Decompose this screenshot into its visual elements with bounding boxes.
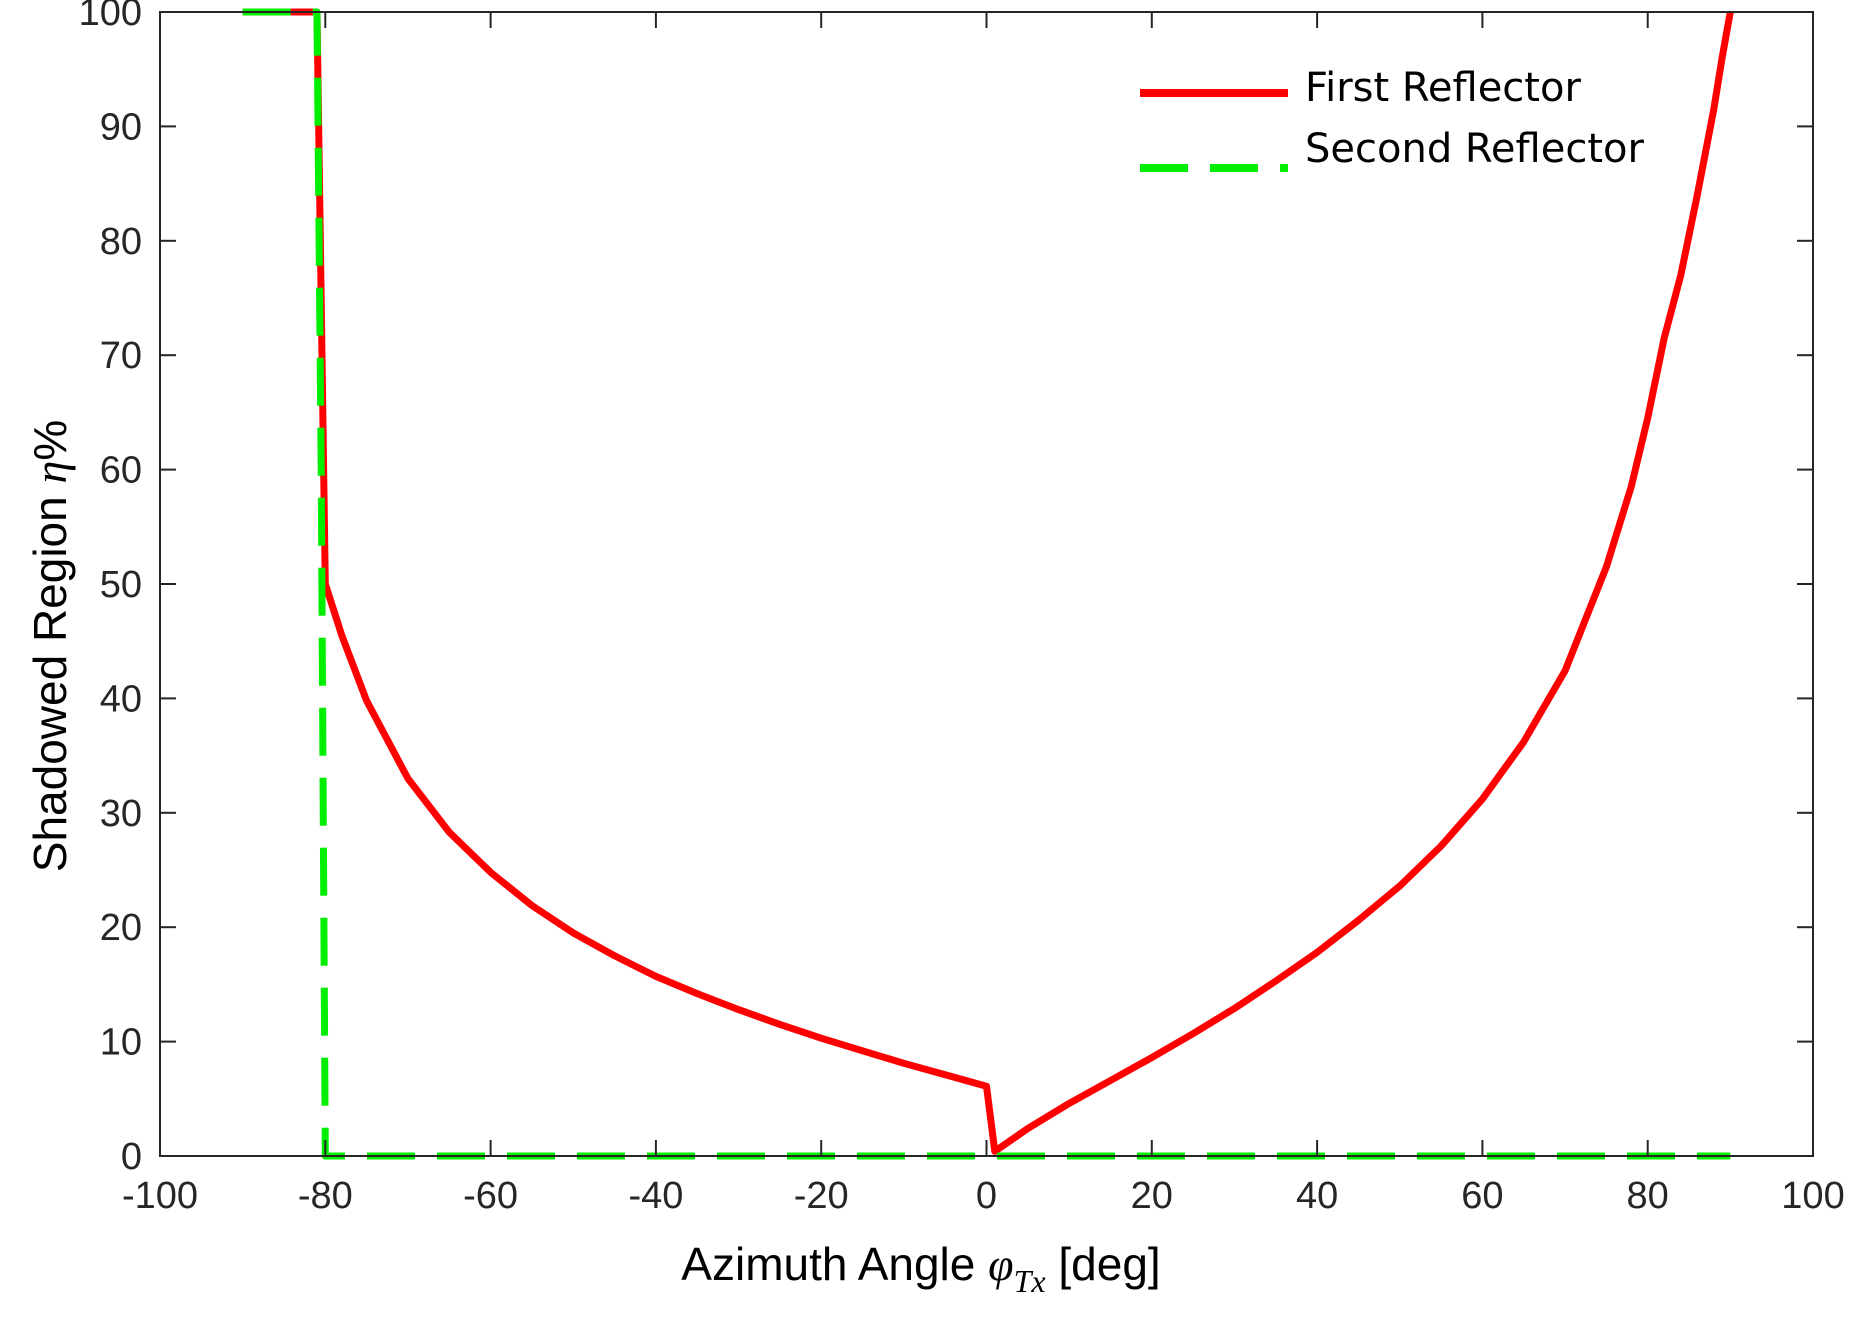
y-axis-title-unit: % (24, 420, 76, 461)
y-tick-label: 50 (100, 564, 142, 606)
phi-symbol: φ (988, 1239, 1013, 1290)
y-tick-label: 70 (100, 335, 142, 377)
series-layer (242, 8, 1734, 1160)
x-tick-label: -60 (463, 1175, 518, 1217)
y-tick-label: 10 (100, 1022, 142, 1064)
y-tick-label: 40 (100, 678, 142, 720)
y-tick-label: 100 (79, 0, 142, 34)
phi-subscript: Tx (1014, 1263, 1046, 1299)
x-tick-label: 0 (976, 1175, 997, 1217)
y-axis-title: Shadowed Region η% (24, 420, 76, 872)
y-tick-label: 90 (100, 106, 142, 148)
x-tick-label: 100 (1781, 1175, 1844, 1217)
eta-symbol: η (25, 461, 76, 484)
x-tick-label: 80 (1627, 1175, 1669, 1217)
x-axis-title-text: Azimuth Angle (681, 1238, 988, 1290)
series-line-second-reflector (242, 8, 1731, 1160)
y-tick-label: 60 (100, 450, 142, 492)
y-tick-label: 0 (121, 1136, 142, 1178)
legend-label-second-reflector: Second Reflector (1305, 126, 1644, 172)
y-tick-label: 30 (100, 793, 142, 835)
y-ticks: 0 10 20 30 40 50 60 70 80 90 100 (79, 0, 1813, 1178)
y-tick-label: 80 (100, 221, 142, 263)
x-tick-label: 20 (1131, 1175, 1173, 1217)
x-tick-label: -100 (122, 1175, 198, 1217)
y-tick-label: 20 (100, 907, 142, 949)
legend-label-first-reflector: First Reflector (1305, 65, 1581, 111)
x-tick-label: -20 (794, 1175, 849, 1217)
x-tick-label: -40 (628, 1175, 683, 1217)
x-tick-label: 40 (1296, 1175, 1338, 1217)
plot-frame (159, 11, 1814, 1157)
x-tick-label: -80 (298, 1175, 353, 1217)
x-axis-title-unit: [deg] (1046, 1238, 1161, 1290)
x-tick-label: 60 (1461, 1175, 1503, 1217)
series-line-first-reflector (242, 8, 1734, 1155)
x-axis-title: Azimuth Angle φTx [deg] (681, 1238, 1160, 1299)
legend: First Reflector Second Reflector (1140, 65, 1644, 172)
y-axis-title-text: Shadowed Region (24, 484, 76, 873)
x-ticks: -100 -80 -60 -40 -20 0 20 40 60 80 100 (122, 12, 1845, 1217)
